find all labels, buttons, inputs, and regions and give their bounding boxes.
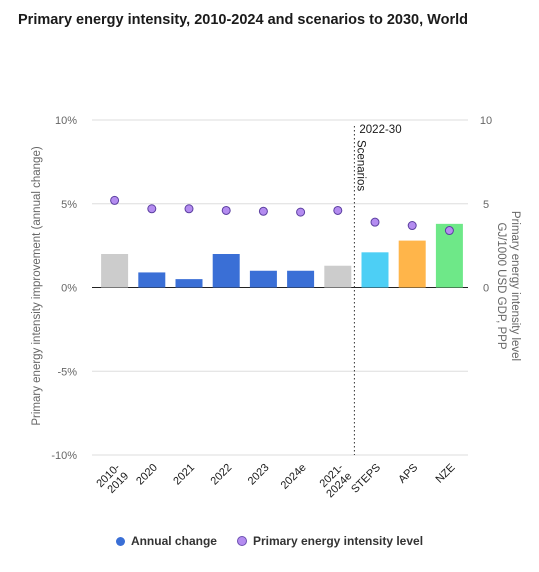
legend-label-intensity-level: Primary energy intensity level	[252, 534, 424, 548]
y-left-axis-title: Primary energy intensity improvement (an…	[31, 146, 43, 425]
x-tick-label-line: 2023	[246, 462, 272, 488]
y-left-tick-label: 0%	[61, 283, 77, 295]
bar	[249, 270, 277, 288]
y-right-tick-label: 5	[483, 199, 489, 211]
intensity-point	[333, 205, 343, 215]
x-tick-label-line: NZE	[433, 462, 457, 486]
y-right-axis-title-line: GJ/1000 USD GDP, PPP	[495, 223, 507, 350]
x-tick-label: APS	[396, 462, 420, 486]
scenario-annotation: 2022-30 Scenarios	[353, 124, 402, 455]
x-tick-label-line: 2024e	[279, 462, 309, 492]
intensity-point	[370, 217, 380, 227]
x-tick-label-line: 2020	[134, 462, 160, 488]
y-left-tick-label: 10%	[55, 115, 77, 127]
x-tick-label: 2020	[134, 462, 160, 488]
intensity-point	[221, 205, 231, 215]
y-left-tick-label: -5%	[57, 366, 77, 378]
legend-swatch-intensity-level	[236, 536, 247, 546]
legend-label-annual-change: Annual change	[130, 534, 217, 548]
bar	[398, 240, 426, 288]
bar	[324, 265, 352, 288]
legend-swatch-annual-change	[115, 536, 125, 546]
y-right-axis-title-line: Primary energy intensity level	[509, 211, 521, 361]
x-tick-label: 2021	[171, 462, 197, 488]
bar	[212, 254, 240, 288]
scenario-period-label: 2022-30	[359, 124, 401, 136]
x-tick-label: 2023	[246, 462, 272, 488]
bar	[175, 279, 203, 288]
intensity-point	[147, 204, 157, 214]
intensity-point	[407, 221, 417, 231]
chart-area: 10% 5% 0% -5% -10% 10 5 0 Primary energy intensi…	[31, 115, 521, 500]
chart-title: Primary energy intensity, 2010-2024 and …	[18, 12, 468, 28]
scenario-label: Scenarios	[354, 140, 366, 191]
x-tick-label-line: 2021	[171, 462, 197, 488]
category-labels: 2010-2019 2020 2021 2022 2023 2024e 2021-2024e…	[94, 461, 457, 500]
intensity-point	[444, 226, 454, 236]
x-tick-label: NZE	[433, 462, 457, 486]
x-tick-label: 2010-2019	[94, 461, 131, 498]
y-right-tick-label: 0	[483, 283, 489, 295]
x-tick-label: 2024e	[279, 462, 309, 492]
legend: Annual change Primary energy intensity l…	[0, 534, 539, 548]
bar	[138, 272, 166, 288]
intensity-point	[110, 195, 120, 205]
bar	[101, 254, 129, 288]
x-tick-label-line: APS	[396, 462, 420, 486]
bar	[287, 270, 315, 288]
bar	[361, 252, 389, 288]
legend-item-annual-change[interactable]: Annual change	[115, 534, 217, 548]
intensity-point	[296, 207, 306, 217]
y-right-axis-title: Primary energy intensity levelGJ/1000 US…	[495, 211, 521, 361]
x-tick-label-line: 2022	[209, 462, 235, 488]
y-right-tick-label: 10	[480, 115, 492, 127]
intensity-points	[110, 195, 454, 236]
legend-item-intensity-level[interactable]: Primary energy intensity level	[236, 534, 424, 548]
bars	[101, 223, 463, 288]
x-tick-label: 2021-2024e	[316, 461, 355, 500]
axes: 10% 5% 0% -5% -10% 10 5 0 Primary energy intensi…	[31, 115, 521, 462]
x-tick-label: 2022	[209, 462, 235, 488]
y-left-tick-label: -10%	[51, 450, 77, 462]
intensity-point	[184, 204, 194, 214]
y-left-tick-label: 5%	[61, 199, 77, 211]
intensity-point	[258, 206, 268, 216]
